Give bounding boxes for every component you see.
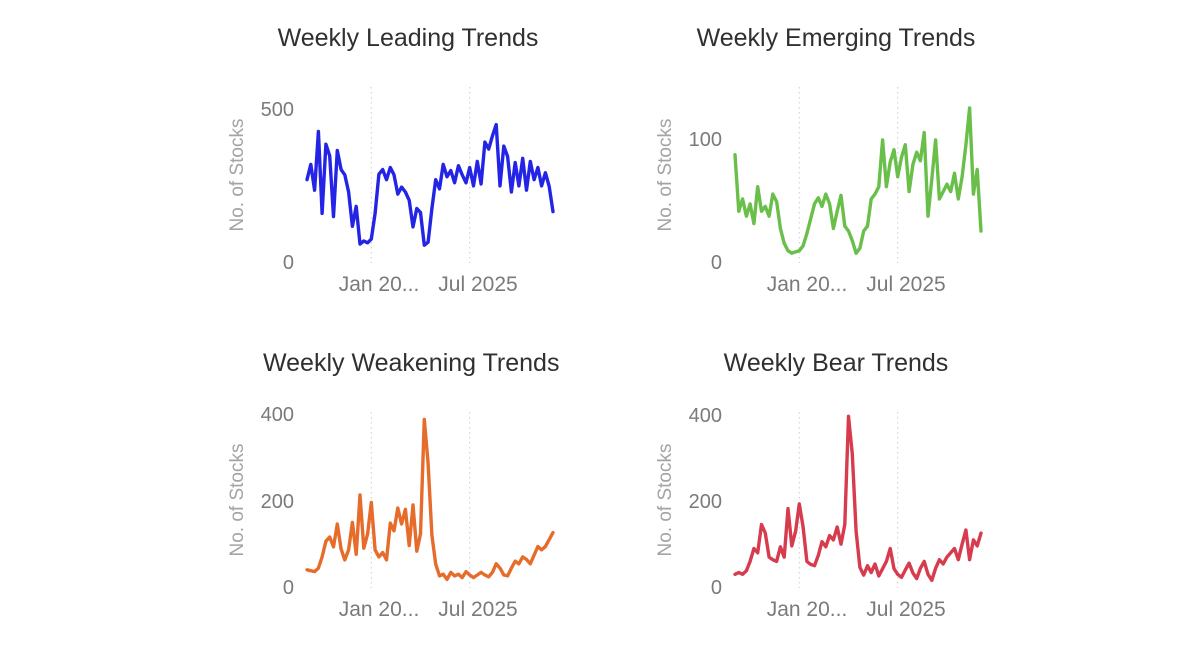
y-axis-label: No. of Stocks xyxy=(655,443,676,557)
line-chart-svg xyxy=(305,87,555,263)
x-axis-ticks: Jan 20... Jul 2025 xyxy=(307,596,553,626)
y-axis-ticks: 0 200 400 xyxy=(251,404,307,599)
plot-column: Jan 20... Jul 2025 xyxy=(305,87,555,301)
y-axis-ticks: 0 200 400 xyxy=(679,405,735,599)
x-tick-label: Jul 2025 xyxy=(866,598,946,621)
chart-body: No. of Stocks 0 100 Jan 20... Jul 2025 xyxy=(653,87,983,301)
y-axis-label: No. of Stocks xyxy=(227,443,248,557)
y-axis-ticks: 0 500 xyxy=(251,87,307,274)
chart-panel-weekly-weakening-trends: Weekly Weakening Trends No. of Stocks 0 2… xyxy=(225,341,560,626)
y-tick-label: 0 xyxy=(282,252,294,274)
chart-panel-weekly-emerging-trends: Weekly Emerging Trends No. of Stocks 0 10… xyxy=(653,16,983,301)
y-axis-label-wrap: No. of Stocks xyxy=(225,87,251,263)
plot-column: Jan 20... Jul 2025 xyxy=(733,412,983,626)
y-tick-label: 0 xyxy=(282,577,294,599)
y-axis-ticks: 0 100 xyxy=(679,87,735,274)
y-tick-label: 100 xyxy=(688,129,722,151)
chart-panel-weekly-bear-trends: Weekly Bear Trends No. of Stocks 0 200 400… xyxy=(653,341,983,626)
chart-panel-weekly-leading-trends: Weekly Leading Trends No. of Stocks 0 500… xyxy=(225,16,555,301)
chart-title: Weekly Leading Trends xyxy=(277,24,539,52)
plot-column: Jan 20... Jul 2025 xyxy=(733,87,983,301)
x-tick-label: Jul 2025 xyxy=(438,598,518,621)
y-axis-label-wrap: No. of Stocks xyxy=(653,87,679,263)
y-axis-label: No. of Stocks xyxy=(655,118,676,232)
chart-body: No. of Stocks 0 200 400 Jan 20... Jul 2025 xyxy=(653,405,983,626)
y-tick-label: 400 xyxy=(260,404,294,426)
line-chart-svg xyxy=(733,87,983,263)
charts-grid: Weekly Leading Trends No. of Stocks 0 500… xyxy=(225,16,983,626)
chart-title: Weekly Emerging Trends xyxy=(696,24,976,52)
line-chart-svg xyxy=(733,412,983,588)
y-tick-label: 500 xyxy=(260,99,294,121)
x-tick-label: Jan 20... xyxy=(766,273,848,296)
trend-line xyxy=(733,414,983,583)
trend-line xyxy=(305,122,555,247)
y-axis-label: No. of Stocks xyxy=(227,118,248,232)
x-tick-label: Jul 2025 xyxy=(866,273,946,296)
trend-line xyxy=(305,417,555,582)
y-tick-label: 0 xyxy=(710,252,722,274)
x-axis-ticks: Jan 20... Jul 2025 xyxy=(735,271,981,301)
x-tick-label: Jan 20... xyxy=(766,598,848,621)
chart-title: Weekly Weakening Trends xyxy=(263,349,560,377)
x-axis-ticks: Jan 20... Jul 2025 xyxy=(307,271,553,301)
y-tick-label: 200 xyxy=(688,491,722,513)
x-tick-label: Jan 20... xyxy=(338,273,420,296)
y-tick-label: 200 xyxy=(260,491,294,513)
trend-line xyxy=(733,106,983,255)
line-chart-svg xyxy=(305,412,555,588)
x-tick-label: Jan 20... xyxy=(338,598,420,621)
chart-body: No. of Stocks 0 500 Jan 20... Jul 2025 xyxy=(225,87,555,301)
plot-column: Jan 20... Jul 2025 xyxy=(305,412,555,626)
chart-body: No. of Stocks 0 200 400 Jan 20... Jul 2025 xyxy=(225,404,555,626)
y-tick-label: 400 xyxy=(688,405,722,427)
x-tick-label: Jul 2025 xyxy=(438,273,518,296)
y-axis-label-wrap: No. of Stocks xyxy=(225,412,251,588)
chart-title: Weekly Bear Trends xyxy=(723,349,949,377)
y-axis-label-wrap: No. of Stocks xyxy=(653,412,679,588)
y-tick-label: 0 xyxy=(710,577,722,599)
x-axis-ticks: Jan 20... Jul 2025 xyxy=(735,596,981,626)
